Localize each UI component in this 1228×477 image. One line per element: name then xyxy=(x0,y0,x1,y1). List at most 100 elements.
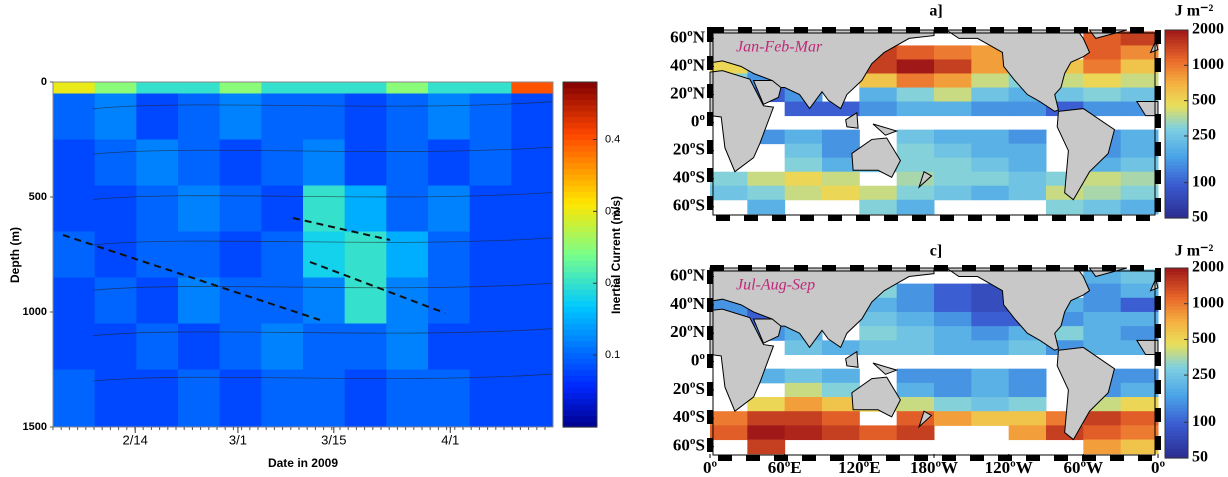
colorbar-swatch xyxy=(1165,202,1188,207)
map-cell xyxy=(896,129,935,145)
heat-cell xyxy=(53,323,96,370)
colorbar-swatch xyxy=(1165,439,1188,443)
map-cell xyxy=(1008,382,1047,398)
colorbar-swatch xyxy=(563,202,597,210)
colorbar-swatch xyxy=(1165,214,1188,219)
colorbar-swatch xyxy=(563,375,597,382)
colorbar-swatch xyxy=(1165,92,1188,97)
colorbar-swatch xyxy=(1165,429,1188,434)
colorbar-tick-label: 0.2 xyxy=(605,277,620,289)
map-cell xyxy=(747,171,786,187)
heat-cell xyxy=(53,139,96,186)
x-tick-label: 3/15 xyxy=(321,432,346,447)
map-frame xyxy=(707,265,1161,461)
heat-cell xyxy=(136,139,179,186)
colorbar-swatch xyxy=(563,398,597,405)
colorbar-swatch xyxy=(1165,423,1188,427)
y-tick-label: 0 xyxy=(41,76,47,88)
map-cell xyxy=(896,157,935,173)
contour-line xyxy=(92,282,554,291)
land xyxy=(944,29,1091,112)
colorbar-tick-label: 0.3 xyxy=(605,205,620,217)
colorbar-swatch xyxy=(1165,344,1188,348)
map-cell xyxy=(1083,297,1122,313)
colorbar-swatch xyxy=(1165,136,1188,141)
map-cell xyxy=(710,171,748,187)
map-cell xyxy=(1120,87,1159,103)
colorbar-swatch xyxy=(563,168,597,175)
colorbar-swatch xyxy=(1165,86,1188,91)
colorbar-swatch xyxy=(1165,189,1188,194)
heat-cell xyxy=(53,185,96,232)
heat-cell xyxy=(469,93,512,140)
colorbar-swatch xyxy=(563,122,597,129)
map-cell xyxy=(934,87,972,103)
map-cell xyxy=(934,73,972,89)
heat-cell xyxy=(219,369,262,428)
colorbar-swatch xyxy=(1165,89,1188,94)
contour-line xyxy=(92,328,554,337)
map-cell xyxy=(747,185,786,201)
heat-cell xyxy=(469,369,512,428)
colorbar-swatch xyxy=(1165,372,1188,377)
colorbar-swatch xyxy=(563,392,597,399)
colorbar-swatch xyxy=(1165,293,1188,298)
contour-line xyxy=(92,146,554,155)
map-cell xyxy=(896,185,935,201)
map-cell xyxy=(1083,101,1122,117)
colorbar-swatch xyxy=(563,317,597,325)
map-cell xyxy=(784,368,823,384)
map-cell xyxy=(934,368,972,384)
map-cell xyxy=(1083,340,1122,355)
map-cell xyxy=(1083,199,1122,215)
heat-cell xyxy=(469,139,512,186)
map-cell xyxy=(1008,185,1047,201)
map-cell xyxy=(971,143,1010,159)
colorbar-swatch xyxy=(563,283,597,290)
map-cell xyxy=(1120,411,1159,426)
colorbar-swatch xyxy=(1165,105,1188,109)
map-cell xyxy=(1083,59,1122,74)
map-cell xyxy=(1120,171,1159,187)
colorbar-swatch xyxy=(563,93,597,100)
colorbar-swatch xyxy=(1165,359,1188,364)
map-cell xyxy=(1120,129,1159,145)
contour-line xyxy=(92,101,554,110)
colorbar-swatch xyxy=(1165,277,1188,282)
colorbar-swatch xyxy=(1165,70,1188,75)
heat-cell xyxy=(386,369,429,428)
colorbar-swatch xyxy=(1165,111,1188,116)
colorbar-tick-label: 50 xyxy=(1192,209,1208,226)
colorbar-swatch xyxy=(563,214,597,221)
colorbar-swatch xyxy=(1165,42,1188,47)
land xyxy=(845,111,859,129)
land xyxy=(1056,346,1116,441)
heat-cell xyxy=(428,139,471,186)
land xyxy=(752,318,782,344)
colorbar-swatch xyxy=(1165,353,1188,358)
colorbar-swatch xyxy=(1165,58,1188,62)
map-cell xyxy=(784,425,823,441)
x-tick-label: 3/1 xyxy=(229,432,247,447)
colorbar-swatch xyxy=(563,386,597,394)
colorbar-tick-label: 2000 xyxy=(1192,259,1224,276)
map-cell xyxy=(1008,143,1047,159)
map-cell xyxy=(747,425,786,441)
map-cell xyxy=(784,157,823,173)
colorbar-swatch xyxy=(1165,416,1188,421)
map-cell xyxy=(1120,143,1159,159)
map-cell xyxy=(934,311,972,327)
colorbar-swatch xyxy=(1165,318,1188,323)
map-cell xyxy=(971,171,1010,187)
colorbar-swatch xyxy=(1165,192,1188,197)
land xyxy=(709,267,935,349)
land xyxy=(851,376,901,418)
colorbar-swatch xyxy=(563,421,597,428)
colorbar-swatch xyxy=(563,110,597,118)
map-cell xyxy=(1083,185,1122,201)
y-tick-label: 40ºS xyxy=(673,168,705,187)
heat-cell xyxy=(469,277,512,324)
heat-cell xyxy=(344,93,387,140)
colorbar-label: Inertial Current (m/s) xyxy=(609,196,623,314)
heat-cell xyxy=(219,323,262,370)
